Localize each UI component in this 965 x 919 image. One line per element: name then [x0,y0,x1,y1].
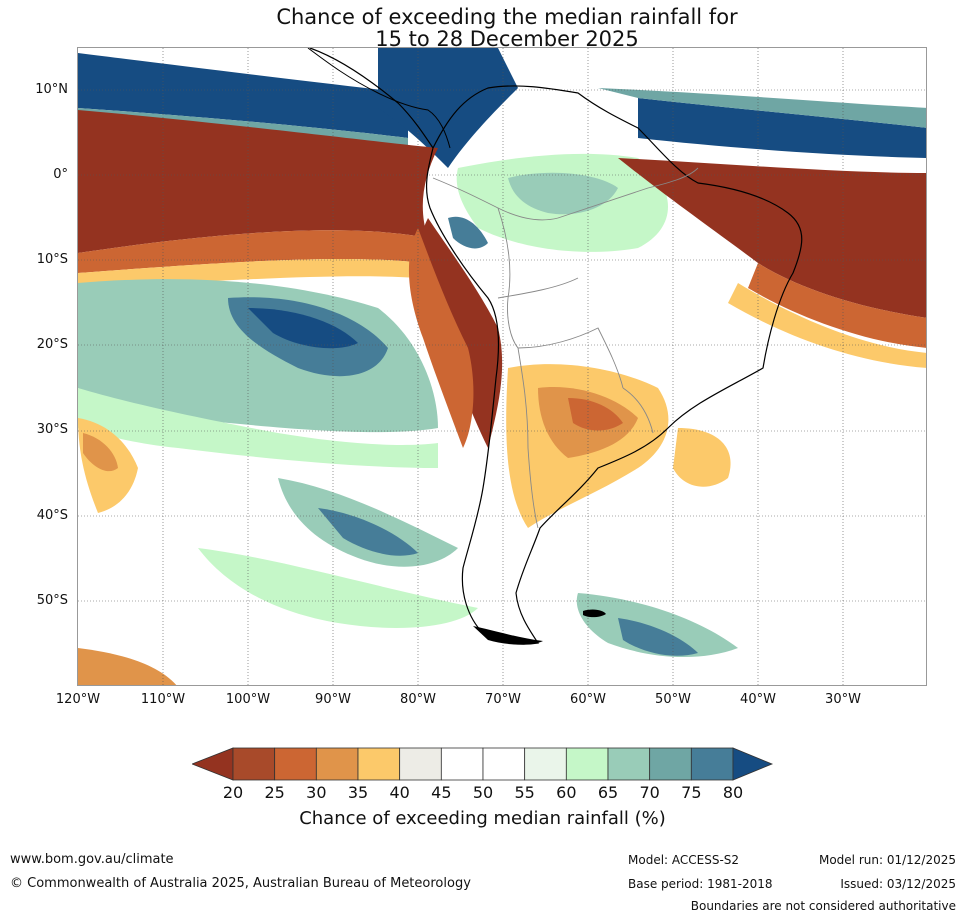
lat-label-20s: 20°S [36,337,68,352]
sw-pacific-dry-core [83,433,118,472]
atlantic-blue-band [638,98,926,158]
lon-label-90w: 90°W [315,692,351,707]
tierra-del-fuego [473,626,543,645]
central-america-coastline [307,48,451,149]
colorbar-tick-label: 50 [472,783,494,802]
north-blue-band [78,53,408,138]
colorbar-tick-label: 20 [222,783,244,802]
lon-label-110w: 110°W [140,692,186,707]
footer-url[interactable]: www.bom.gov.au/climate [10,852,174,867]
lon-label-80w: 80°W [400,692,436,707]
colorbar-segment [607,747,651,781]
pacific-wet-edge [78,388,438,468]
footer-model: Model: ACCESS-S2 [628,853,740,867]
colorbar-segment [274,747,317,781]
lon-label-40w: 40°W [740,692,776,707]
falkland-islands [583,609,606,618]
lat-label-10n: 10°N [35,82,68,97]
drake-passage-core [618,618,698,656]
footer-disclaimer: Boundaries are not considered authoritat… [690,899,956,913]
colorbar-segment [315,747,359,781]
colorbar-segment [440,747,484,781]
colorbar-tick-label: 45 [431,783,452,802]
footer-issued: Issued: 03/12/2025 [840,877,956,891]
colorbar-segments [232,747,734,781]
colorbar-tick-label: 80 [722,783,744,802]
colorbar-segment [357,747,401,781]
south-america-coastline [309,48,803,645]
colorbar-tick-label: 30 [306,783,327,802]
colorbar-segment [399,747,442,781]
lon-label-70w: 70°W [485,692,521,707]
lon-label-50w: 50°W [655,692,691,707]
colorbar-under-arrow [192,747,234,781]
amazon-teal [508,172,618,215]
lon-label-120w: 120°W [55,692,101,707]
colorbar-tick-label: 60 [556,783,577,802]
colorbar-segment [649,747,692,781]
amazon-blue-blob [448,216,488,249]
chile-dry-tongue-edge [408,228,474,448]
atlantic-dry-edge2 [728,283,926,368]
lat-label-30s: 30°S [36,422,68,437]
southern-wet-core [318,508,418,556]
chart-title-line2: 15 to 28 December 2025 [375,27,639,51]
pacific-wet-region [78,279,438,433]
colorbar [192,747,774,781]
southern-green-band [198,548,478,628]
colorbar-segment [524,747,567,781]
lat-label-0: 0° [53,167,68,182]
lat-label-40s: 40°S [36,508,68,523]
pacific-dry-edge [78,230,458,273]
atlantic-dry-band [618,158,926,318]
south-atlantic-dry [673,428,731,487]
colorbar-segment [232,747,276,781]
colorbar-tick-label: 75 [681,783,702,802]
colorbar-tick-label: 55 [514,783,535,802]
colorbar-label: Chance of exceeding median rainfall (%) [299,808,666,829]
bottom-left-dry [78,648,177,685]
colorbar-over-arrow [732,747,774,781]
colorbar-tick-label: 35 [347,783,369,802]
colorbar-tick-label: 70 [639,783,660,802]
rainfall-map [77,47,927,686]
atlantic-dry-edge [748,263,926,348]
pacific-wet-core2 [248,308,358,349]
footer-copyright: © Commonwealth of Australia 2025, Austra… [10,876,471,891]
lon-label-100w: 100°W [225,692,271,707]
lat-label-50s: 50°S [36,593,68,608]
caribbean-blue [378,48,518,168]
graticule [78,48,926,685]
chart-title-line1: Chance of exceeding the median rainfall … [276,5,738,29]
country-borders [432,167,699,529]
footer-base-period: Base period: 1981-2018 [628,877,773,891]
lon-label-60w: 60°W [570,692,606,707]
colorbar-tick-label: 65 [597,783,619,802]
argentina-dry-core2 [568,398,623,431]
colorbar-segment [482,747,526,781]
atlantic-blue-band-edge [598,88,926,128]
lon-label-30w: 30°W [825,692,861,707]
pacific-dry-band [78,110,438,253]
colorbar-segment [690,747,734,781]
map-canvas [78,48,926,685]
colorbar-segment [565,747,609,781]
colorbar-tick-label: 40 [389,783,410,802]
footer-model-run: Model run: 01/12/2025 [818,853,956,867]
drake-passage-wet [576,593,738,658]
colorbar-tick-label: 25 [264,783,285,802]
lat-label-10s: 10°S [36,252,68,267]
